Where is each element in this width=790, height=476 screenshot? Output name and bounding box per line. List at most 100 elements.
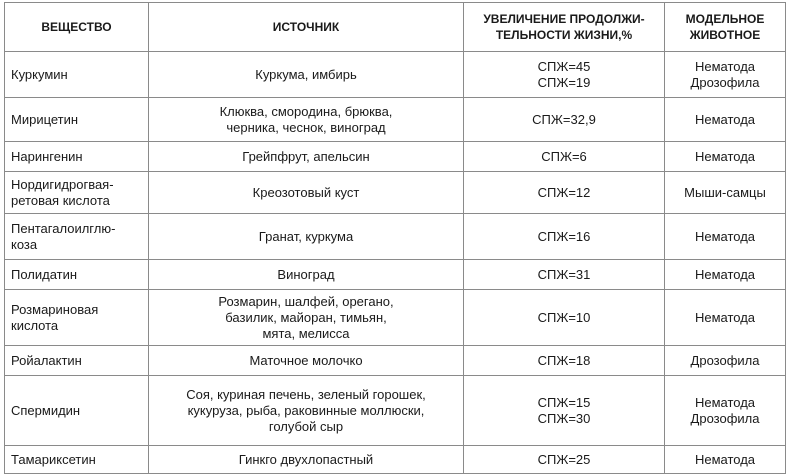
header-line: ЖИВОТНОЕ: [689, 28, 761, 42]
cell-lifespan: СПЖ=15 СПЖ=30: [463, 375, 665, 446]
source-text: Гинкго двухлопастный: [238, 451, 374, 467]
cell-source: Маточное молочко: [148, 345, 464, 376]
cell-source: Креозотовый куст: [148, 171, 464, 214]
header-line: МОДЕЛЬНОЕ: [685, 12, 765, 26]
cell-animal: Нематода: [664, 141, 786, 172]
table-row: Тамариксетин Гинкго двухлопастный СПЖ=25 Не…: [4, 445, 786, 474]
lifespan-text: СПЖ=15: [537, 394, 591, 410]
animal-text: Нематода: [694, 111, 756, 127]
cell-animal: Нематода: [664, 289, 786, 346]
cell-source: Куркума, имбирь: [148, 51, 464, 98]
cell-lifespan: СПЖ=10: [463, 289, 665, 346]
animal-text: Мыши-самцы: [684, 184, 766, 200]
lifespan-text: СПЖ=32,9: [532, 111, 596, 127]
table-row: Полидатин Виноград СПЖ=31 Нематода: [4, 259, 786, 290]
cell-lifespan: СПЖ=25: [463, 445, 665, 474]
substance-text: Нарингенин: [11, 148, 83, 164]
header-substance: ВЕЩЕСТВО: [4, 2, 149, 52]
header-lifespan: УВЕЛИЧЕНИЕ ПРОДОЛЖИ- ТЕЛЬНОСТИ ЖИЗНИ,%: [463, 2, 665, 52]
header-animal: МОДЕЛЬНОЕ ЖИВОТНОЕ: [664, 2, 786, 52]
source-text: мята, мелисса: [262, 325, 350, 341]
animal-text: Нематода: [694, 451, 756, 467]
cell-source: Грейпфрут, апельсин: [148, 141, 464, 172]
substance-text: Мирицетин: [11, 111, 79, 127]
source-text: Соя, куриная печень, зеленый горошек,: [186, 386, 426, 402]
cell-animal: Нематода: [664, 97, 786, 142]
cell-animal: Дрозофила: [664, 345, 786, 376]
table-row: Пентагалоилглю-коза Гранат, куркума СПЖ=16…: [4, 213, 786, 260]
lifespan-text: СПЖ=18: [537, 352, 591, 368]
source-text: Гранат, куркума: [258, 228, 354, 244]
source-text: голубой сыр: [268, 418, 344, 434]
lifespan-text: СПЖ=30: [537, 410, 591, 426]
table-row: Нордигидрогвая-ретовая кислота Креозотовы…: [4, 171, 786, 214]
lifespan-text: СПЖ=31: [537, 266, 591, 282]
lifespan-text: СПЖ=10: [537, 309, 591, 325]
table-row: Ройалактин Маточное молочко СПЖ=18 Дрозофил…: [4, 345, 786, 376]
animal-text: Нематода: [694, 228, 756, 244]
cell-substance: Нордигидрогвая-ретовая кислота: [4, 171, 149, 214]
substance-text: Тамариксетин: [11, 451, 96, 467]
cell-animal: Нематода: [664, 259, 786, 290]
lifespan-text: СПЖ=6: [541, 148, 587, 164]
substance-text: Розмариновая: [11, 301, 99, 317]
table-row: Мирицетин Клюква, смородина, брюква, черни…: [4, 97, 786, 142]
header-line: ТЕЛЬНОСТИ ЖИЗНИ,%: [495, 28, 633, 42]
source-text: Виноград: [277, 266, 335, 282]
cell-animal: Мыши-самцы: [664, 171, 786, 214]
source-text: черника, чеснок, виноград: [226, 119, 386, 135]
header-row: ВЕЩЕСТВО ИСТОЧНИК УВЕЛИЧЕНИЕ ПРОДОЛЖИ- Т…: [4, 2, 786, 52]
cell-animal: Нематода Дрозофила: [664, 51, 786, 98]
cell-substance: Нарингенин: [4, 141, 149, 172]
cell-source: Клюква, смородина, брюква, черника, чесно…: [148, 97, 464, 142]
header-source: ИСТОЧНИК: [148, 2, 464, 52]
lifespan-text: СПЖ=45: [537, 58, 591, 74]
cell-lifespan: СПЖ=18: [463, 345, 665, 376]
source-text: базилик, майоран, тимьян,: [225, 309, 387, 325]
substance-text: Полидатин: [11, 266, 78, 282]
substance-text: Ройалактин: [11, 352, 82, 368]
substance-text: Нордигидрогвая-: [11, 176, 114, 192]
table-row: Розмариновая кислота Розмарин, шалфей, оре…: [4, 289, 786, 346]
cell-source: Гранат, куркума: [148, 213, 464, 260]
substance-text: ретовая кислота: [11, 192, 110, 208]
cell-substance: Розмариновая кислота: [4, 289, 149, 346]
cell-source: Гинкго двухлопастный: [148, 445, 464, 474]
source-text: Креозотовый куст: [252, 184, 360, 200]
cell-substance: Пентагалоилглю-коза: [4, 213, 149, 260]
source-text: Куркума, имбирь: [255, 66, 357, 82]
substances-table: ВЕЩЕСТВО ИСТОЧНИК УВЕЛИЧЕНИЕ ПРОДОЛЖИ- Т…: [4, 2, 786, 474]
cell-lifespan: СПЖ=6: [463, 141, 665, 172]
source-text: Маточное молочко: [249, 352, 363, 368]
cell-substance: Спермидин: [4, 375, 149, 446]
animal-text: Нематода: [694, 148, 756, 164]
animal-text: Нематода: [694, 394, 756, 410]
cell-substance: Куркумин: [4, 51, 149, 98]
animal-text: Дрозофила: [690, 410, 760, 426]
cell-lifespan: СПЖ=31: [463, 259, 665, 290]
source-text: Розмарин, шалфей, орегано,: [218, 293, 394, 309]
animal-text: Дрозофила: [690, 352, 760, 368]
lifespan-text: СПЖ=16: [537, 228, 591, 244]
animal-text: Дрозофила: [690, 74, 760, 90]
table-row: Спермидин Соя, куриная печень, зеленый го…: [4, 375, 786, 446]
cell-substance: Полидатин: [4, 259, 149, 290]
cell-lifespan: СПЖ=32,9: [463, 97, 665, 142]
lifespan-text: СПЖ=25: [537, 451, 591, 467]
cell-source: Виноград: [148, 259, 464, 290]
header-line: УВЕЛИЧЕНИЕ ПРОДОЛЖИ-: [483, 12, 645, 26]
cell-lifespan: СПЖ=16: [463, 213, 665, 260]
substance-text: коза: [11, 236, 38, 252]
source-text: кукуруза, рыба, раковинные моллюски,: [187, 402, 425, 418]
lifespan-text: СПЖ=19: [537, 74, 591, 90]
cell-substance: Тамариксетин: [4, 445, 149, 474]
table-row: Куркумин Куркума, имбирь СПЖ=45 СПЖ=19 Немат…: [4, 51, 786, 98]
cell-animal: Нематода: [664, 445, 786, 474]
source-text: Клюква, смородина, брюква,: [219, 103, 393, 119]
cell-substance: Ройалактин: [4, 345, 149, 376]
animal-text: Нематода: [694, 309, 756, 325]
substance-text: Куркумин: [11, 66, 68, 82]
substance-text: кислота: [11, 317, 59, 333]
cell-animal: Нематода: [664, 213, 786, 260]
source-text: Грейпфрут, апельсин: [242, 148, 370, 164]
